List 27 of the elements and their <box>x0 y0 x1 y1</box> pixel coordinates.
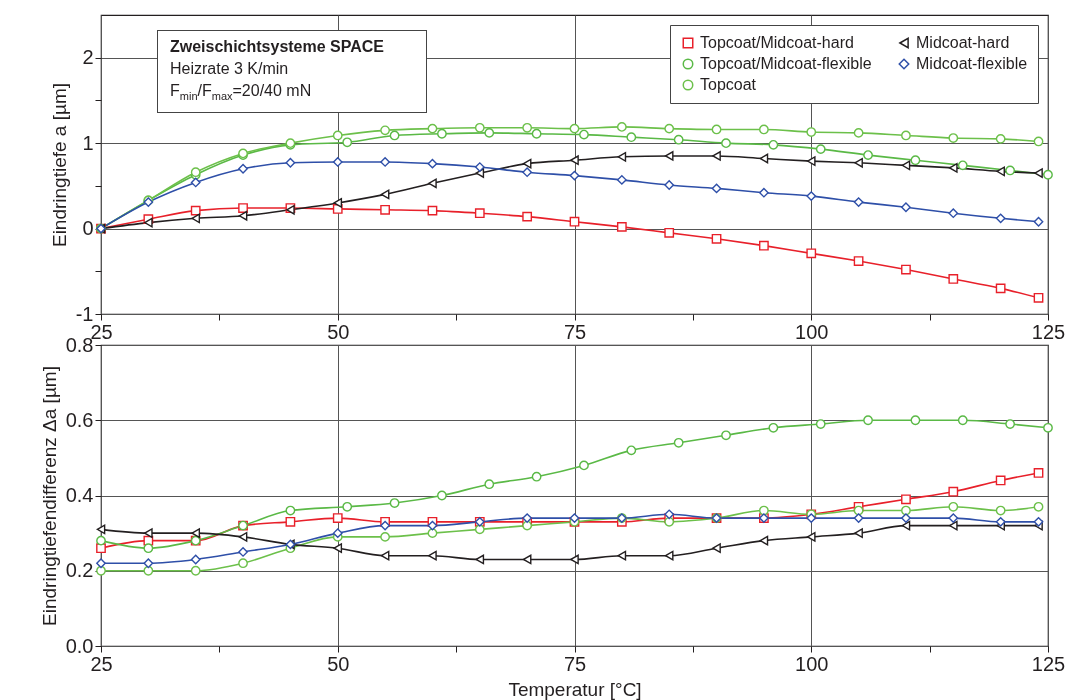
legend-label: Topcoat <box>700 76 757 93</box>
x-axis-title: Temperatur [°C] <box>508 678 642 700</box>
x-tick-label: 125 <box>1031 652 1066 675</box>
legend-label: Topcoat/Midcoat-flexible <box>700 55 872 72</box>
legend-label: Topcoat/Midcoat-hard <box>700 34 854 51</box>
y-tick-label: 0.6 <box>65 408 94 431</box>
y-tick-label: 2 <box>82 46 94 69</box>
y-tick-label: 0.4 <box>65 484 94 506</box>
y-axis-title: Eindringtiefendifferenz Δa [µm] <box>38 366 60 626</box>
legend-label: Midcoat-hard <box>916 34 1010 51</box>
y-tick-label: 1 <box>82 131 94 154</box>
legend-label: Midcoat-flexible <box>916 55 1028 72</box>
annotation: Heizrate 3 K/min <box>170 59 290 79</box>
x-tick-label: 50 <box>327 320 350 343</box>
y-tick-label: -1 <box>75 302 94 325</box>
y-tick-label: 0.2 <box>65 559 94 582</box>
x-tick-label: 100 <box>795 320 829 343</box>
annotation: F$_{min}$/F$_{max}$=20/40 mN <box>170 81 313 105</box>
x-tick-label: 50 <box>327 652 350 675</box>
y-axis-title: Eindringtiefe a [µm] <box>48 82 70 248</box>
annotation: Zweischichtsysteme SPACE <box>170 37 385 57</box>
x-tick-label: 100 <box>795 652 829 675</box>
y-tick-label: 0 <box>82 217 94 240</box>
text-box: Zweischichtsysteme SPACE Heizrate 3 K/min F$_{min}$/F$_{max}$=20/40 mN <box>157 30 427 114</box>
x-tick-label: 125 <box>1031 320 1066 343</box>
x-tick-label: 75 <box>563 320 587 343</box>
x-tick-label: 75 <box>563 652 587 675</box>
